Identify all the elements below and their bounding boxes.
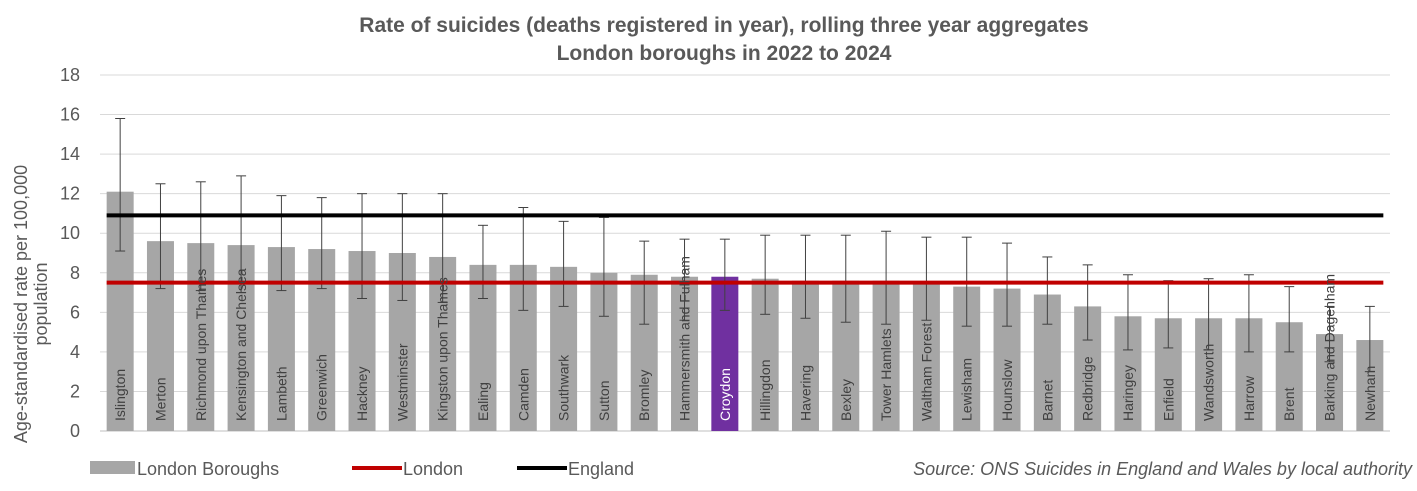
bar-label-haringey: Haringey bbox=[1120, 365, 1136, 421]
error-bar-greenwich bbox=[316, 197, 327, 290]
y-tick-label-12: 12 bbox=[60, 184, 80, 204]
legend-label-london: London bbox=[403, 459, 463, 479]
legend-label-london-boroughs: London Boroughs bbox=[137, 459, 279, 479]
error-bars bbox=[115, 118, 1375, 373]
y-tick-label-6: 6 bbox=[70, 302, 80, 322]
bar-label-bromley: Bromley bbox=[636, 370, 652, 421]
error-bar-merton bbox=[155, 183, 166, 290]
bar-label-greenwich: Greenwich bbox=[314, 354, 330, 421]
bar-label-lambeth: Lambeth bbox=[273, 367, 289, 421]
error-bar-islington bbox=[115, 118, 126, 252]
bar-label-kingston-upon-thames: Kingston upon Thames bbox=[435, 277, 451, 421]
bar-label-enfield: Enfield bbox=[1160, 378, 1176, 421]
chart-subtitle: London boroughs in 2022 to 2024 bbox=[557, 42, 892, 65]
bar-labels: Islington Merton Richmond upon Thames Kensi… bbox=[112, 256, 1378, 421]
y-tick-label-14: 14 bbox=[60, 144, 80, 164]
error-bar-hillingdon bbox=[760, 234, 771, 315]
bar-label-wandsworth: Wandsworth bbox=[1201, 344, 1217, 421]
bars bbox=[106, 191, 1384, 431]
bar-label-bexley: Bexley bbox=[838, 379, 854, 421]
bar-label-waltham-forest: Waltham Forest bbox=[918, 323, 934, 421]
bar-label-tower-hamlets: Tower Hamlets bbox=[878, 328, 894, 421]
bar-label-brent: Brent bbox=[1281, 387, 1297, 421]
y-axis-ticks: 0 2 4 6 8 10 12 14 16 18 bbox=[60, 65, 80, 441]
y-axis-title-line-2: population bbox=[31, 262, 51, 345]
error-bar-tower-hamlets bbox=[881, 230, 892, 325]
y-tick-label-0: 0 bbox=[70, 421, 80, 441]
y-tick-label-2: 2 bbox=[70, 381, 80, 401]
error-bar-croydon bbox=[719, 238, 730, 311]
y-axis-title-line-1: Age-standardised rate per 100,000 bbox=[11, 165, 31, 443]
bar-label-croydon: Croydon bbox=[717, 368, 733, 421]
error-bar-newham bbox=[1364, 305, 1375, 373]
error-bar-wandsworth bbox=[1203, 278, 1214, 351]
error-bar-brent bbox=[1284, 286, 1295, 353]
y-tick-label-4: 4 bbox=[70, 342, 80, 362]
bar-label-sutton: Sutton bbox=[596, 381, 612, 421]
bar-label-southwark: Southwark bbox=[556, 354, 572, 421]
bar-label-hammersmith-and-fulham: Hammersmith and Fulham bbox=[677, 256, 693, 421]
bar-label-westminster: Westminster bbox=[394, 343, 410, 421]
error-bar-richmond-upon-thames bbox=[195, 181, 206, 292]
bar-label-merton: Merton bbox=[152, 377, 168, 421]
error-bar-barnet bbox=[1042, 256, 1053, 325]
error-bar-ealing bbox=[477, 224, 488, 299]
error-bar-havering bbox=[800, 234, 811, 319]
source-note: Source: ONS Suicides in England and Wale… bbox=[913, 459, 1413, 479]
bar-label-harrow: Harrow bbox=[1241, 375, 1257, 421]
bar-label-camden: Camden bbox=[515, 368, 531, 421]
bar-label-richmond-upon-thames: Richmond upon Thames bbox=[193, 269, 209, 421]
bar-label-barnet: Barnet bbox=[1039, 380, 1055, 421]
bar-label-redbridge: Redbridge bbox=[1080, 356, 1096, 421]
error-bar-hammersmith-and-fulham bbox=[679, 238, 690, 321]
error-bar-bexley bbox=[840, 234, 851, 323]
bar-label-islington: Islington bbox=[112, 369, 128, 421]
legend-label-england: England bbox=[568, 459, 634, 479]
bar-label-havering: Havering bbox=[797, 365, 813, 421]
y-tick-label-8: 8 bbox=[70, 263, 80, 283]
error-bar-southwark bbox=[558, 220, 569, 307]
reference-lines bbox=[106, 213, 1384, 285]
error-bar-barking-and-dagenham bbox=[1324, 305, 1335, 363]
bar-label-kensington-and-chelsea: Kensington and Chelsea bbox=[233, 268, 249, 421]
bar-label-barking-and-dagenham: Barking and Dagenham bbox=[1322, 274, 1338, 421]
legend-swatch-london-boroughs bbox=[90, 461, 135, 474]
bar-label-hackney: Hackney bbox=[354, 367, 370, 421]
y-tick-label-16: 16 bbox=[60, 105, 80, 125]
bar-label-ealing: Ealing bbox=[475, 382, 491, 421]
bar-label-newham: Newham bbox=[1362, 366, 1378, 421]
y-tick-label-10: 10 bbox=[60, 223, 80, 243]
legend: London Boroughs London England bbox=[90, 459, 634, 479]
bar-label-lewisham: Lewisham bbox=[959, 358, 975, 421]
error-bar-waltham-forest bbox=[921, 236, 932, 321]
bar-label-hounslow: Hounslow bbox=[999, 359, 1015, 421]
error-bar-camden bbox=[518, 207, 529, 311]
error-bar-haringey bbox=[1122, 274, 1133, 351]
chart-title: Rate of suicides (deaths registered in y… bbox=[359, 14, 1088, 37]
error-bar-harrow bbox=[1243, 274, 1254, 353]
y-tick-label-18: 18 bbox=[60, 65, 80, 85]
y-axis-title: Age-standardised rate per 100,000 popula… bbox=[11, 165, 51, 443]
bar-label-hillingdon: Hillingdon bbox=[757, 360, 773, 421]
error-bar-redbridge bbox=[1082, 264, 1093, 341]
error-bar-lambeth bbox=[276, 195, 287, 292]
error-bar-kensington-and-chelsea bbox=[236, 175, 247, 294]
